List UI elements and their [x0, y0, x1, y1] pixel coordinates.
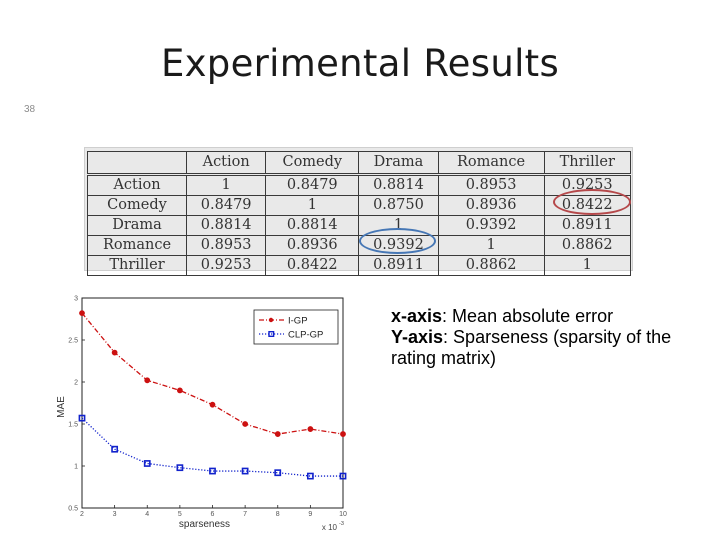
table-row: Thriller 0.9253 0.8422 0.8911 0.8862 1	[87, 255, 632, 276]
data-point-CLP-GP	[241, 467, 249, 475]
table-cell: 1	[437, 235, 545, 256]
data-point-CLP-GP	[339, 472, 347, 480]
data-point-I-GP	[242, 421, 249, 427]
table-row: Comedy 0.8479 1 0.8750 0.8936 0.8422	[87, 195, 632, 216]
table-header-cell: Thriller	[543, 151, 632, 175]
table-cell: 1	[265, 195, 360, 216]
legend-swatch-marker	[268, 317, 274, 323]
table-header-cell	[87, 151, 187, 175]
table-row: Drama 0.8814 0.8814 1 0.9392 0.8911	[87, 215, 632, 236]
legend-label: I-GP	[288, 316, 308, 327]
row-label-cell: Romance	[87, 235, 187, 256]
table-header-cell: Comedy	[265, 151, 360, 175]
highlight-circle-red	[553, 189, 631, 215]
data-point-CLP-GP	[306, 472, 314, 480]
y-tick-label: 0.5	[68, 506, 78, 513]
row-label-cell: Comedy	[87, 195, 187, 216]
y-tick-label: 2.5	[68, 338, 78, 345]
slide-number: 38	[24, 104, 36, 115]
data-point-I-GP	[340, 431, 346, 437]
data-point-I-GP	[307, 426, 314, 432]
row-label-cell: Thriller	[87, 255, 187, 276]
table-cell: 0.8953	[185, 235, 267, 256]
x-axis-text: : Mean absolute error	[442, 306, 614, 326]
legend-swatch-marker	[268, 331, 275, 338]
x-tick-label: 4	[145, 511, 149, 518]
data-point-CLP-GP	[111, 445, 119, 453]
table-cell: 0.8862	[543, 235, 632, 256]
data-point-I-GP	[176, 387, 183, 394]
table-row: Action 1 0.8479 0.8814 0.8953 0.9253	[87, 174, 632, 196]
y-axis-text: : Sparseness (sparsity of the rating mat…	[391, 327, 672, 368]
table-header-cell: Romance	[437, 151, 545, 175]
x-axis-key: x-axis	[391, 306, 443, 326]
table-cell: 0.8936	[437, 195, 545, 216]
genre-correlation-table: Action Comedy Drama Romance Thriller Act…	[87, 151, 632, 276]
legend-label: CLP-GP	[288, 330, 323, 341]
x-tick-label: 7	[243, 511, 247, 518]
y-tick-label: 1	[74, 464, 78, 471]
y-tick-label: 2	[74, 380, 78, 387]
x-tick-label: 3	[113, 511, 117, 518]
x-tick-label: 8	[276, 511, 280, 518]
table-cell: 0.8862	[437, 255, 545, 276]
row-label-cell: Drama	[87, 215, 187, 236]
table-header-cell: Action	[185, 151, 267, 175]
table-cell: 0.9392	[437, 215, 545, 236]
table-cell: 0.8814	[358, 174, 439, 196]
slide-title: Experimental Results	[160, 42, 560, 85]
data-point-I-GP	[144, 377, 151, 384]
x-tick-label: 10	[339, 511, 347, 518]
data-point-CLP-GP	[209, 467, 216, 475]
genre-correlation-table-image: Action Comedy Drama Romance Thriller Act…	[84, 147, 633, 276]
data-point-I-GP	[274, 431, 281, 437]
table-cell: 0.8911	[543, 215, 632, 236]
table-cell: 0.9253	[185, 255, 267, 276]
data-point-CLP-GP	[274, 469, 282, 477]
x-multiplier-exponent: -3	[339, 521, 344, 527]
y-tick-label: 1.5	[68, 422, 78, 429]
table-cell: 0.8750	[358, 195, 439, 216]
table-cell: 0.8814	[185, 215, 267, 236]
table-cell: 0.8814	[265, 215, 360, 236]
table-cell: 0.8911	[358, 255, 439, 276]
data-point-CLP-GP	[78, 414, 86, 422]
table-cell: 0.8953	[437, 174, 545, 196]
table-cell: 0.8422	[265, 255, 360, 276]
x-tick-label: 2	[80, 511, 84, 518]
data-point-I-GP	[79, 310, 85, 317]
legend-box	[253, 309, 339, 345]
x-multiplier-label: x 10	[322, 523, 338, 532]
y-tick-label: 3	[74, 296, 78, 303]
axis-description: x-axis: Mean absolute error Y-axis: Spar…	[391, 306, 691, 369]
table-header-row: Action Comedy Drama Romance Thriller	[87, 151, 632, 175]
x-tick-label: 5	[178, 511, 182, 518]
chart-svg: 2 3 4 5 6 7 8 9 10 0.5 1 1.5 2 2.5 3 sparseness MAE x 10-…	[56, 296, 347, 533]
table-cell: 0.8479	[185, 195, 267, 216]
data-point-CLP-GP	[176, 464, 184, 472]
data-point-I-GP	[111, 349, 118, 356]
x-tick-label: 9	[308, 511, 312, 518]
y-axis-key: Y-axis	[391, 327, 444, 347]
y-axis-label: MAE	[56, 396, 67, 418]
mae-sparseness-chart: 2 3 4 5 6 7 8 9 10 0.5 1 1.5 2 2.5 3 sparseness MAE x 10-…	[50, 292, 360, 533]
row-label-cell: Action	[87, 174, 187, 196]
highlight-circle-blue	[359, 228, 436, 254]
table-cell: 1	[185, 174, 267, 196]
table-cell: 1	[543, 255, 632, 276]
table-cell: 0.8936	[265, 235, 360, 256]
x-axis-label: sparseness	[179, 519, 230, 530]
table-cell: 0.8479	[265, 174, 360, 196]
x-tick-label: 6	[211, 511, 215, 518]
table-header-cell: Drama	[358, 151, 439, 175]
data-point-I-GP	[209, 401, 216, 408]
data-point-CLP-GP	[143, 460, 151, 467]
